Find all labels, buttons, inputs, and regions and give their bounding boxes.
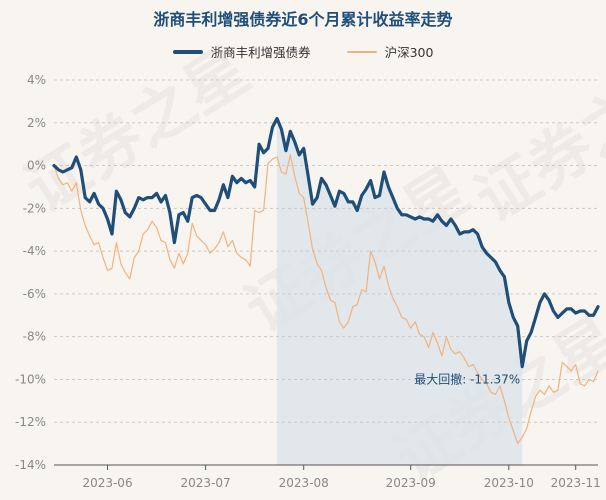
y-tick-label: 2%	[27, 116, 46, 130]
y-tick-label: 4%	[27, 73, 46, 87]
y-tick-label: -2%	[23, 201, 46, 215]
y-tick-label: -4%	[23, 244, 46, 258]
x-tick-label: 2023-09	[386, 476, 436, 490]
x-tick-label: 2023-07	[181, 476, 231, 490]
y-tick-label: -14%	[15, 458, 46, 472]
y-tick-label: -8%	[23, 330, 46, 344]
chart-legend: 浙商丰利增强债券 沪深300	[0, 42, 606, 61]
x-tick-label: 2023-11	[551, 476, 601, 490]
chart-title: 浙商丰利增强债券近6个月累计收益率走势	[153, 10, 453, 29]
legend-item-fund[interactable]: 浙商丰利增强债券	[172, 42, 311, 61]
legend-label-fund: 浙商丰利增强债券	[210, 45, 311, 60]
legend-label-index: 沪深300	[384, 45, 434, 60]
x-tick-label: 2023-10	[484, 476, 534, 490]
legend-swatch-fund	[172, 49, 203, 54]
drawdown-annotation: 最大回撤: -11.37%	[414, 371, 520, 386]
series-line-fund	[52, 116, 600, 369]
y-tick-label: -12%	[15, 415, 46, 429]
y-tick-label: 0%	[27, 159, 46, 173]
drawdown-area	[276, 118, 523, 465]
y-tick-label: -6%	[23, 287, 46, 301]
legend-swatch-index	[346, 50, 377, 53]
x-tick-label: 2023-06	[82, 476, 132, 490]
x-tick-label: 2023-08	[279, 476, 329, 490]
legend-item-index[interactable]: 沪深300	[346, 42, 434, 61]
series-line-index	[53, 154, 599, 445]
y-tick-label: -10%	[15, 372, 46, 386]
